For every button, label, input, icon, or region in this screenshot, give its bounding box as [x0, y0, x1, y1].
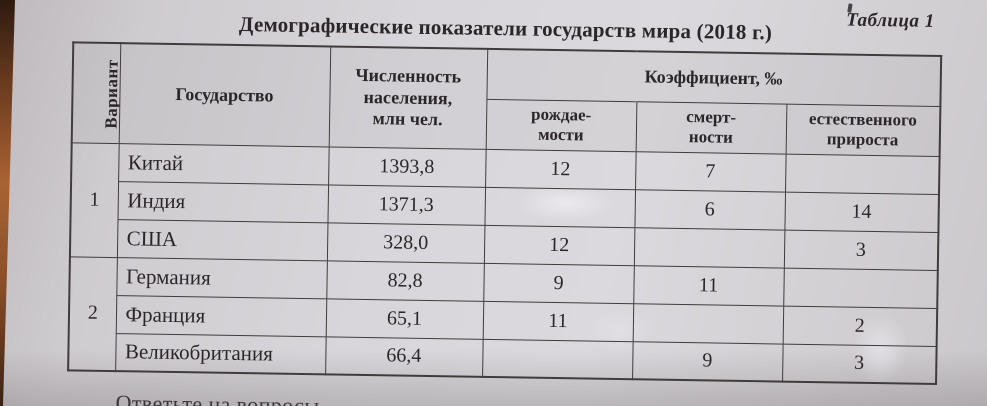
col-header-natural-increase: естественного прироста	[785, 103, 941, 157]
cell-death-rate: 6	[634, 189, 786, 230]
cell-death-rate: 11	[633, 265, 784, 306]
col-header-population: Численность населения, млн чел.	[328, 46, 488, 149]
cell-birth-rate: 9	[483, 262, 634, 304]
demographics-table: Вариант Государство Численность населени…	[67, 41, 943, 386]
cell-natural-increase: 3	[782, 343, 937, 384]
cell-country: Германия	[116, 257, 327, 299]
cell-death-rate: 9	[632, 341, 783, 382]
cell-variant-1: 1	[69, 142, 119, 258]
cropped-bottom-text: Ответьте на вопросы	[115, 390, 320, 406]
col-header-variant: Вариант	[71, 42, 121, 144]
cell-birth-rate: 12	[483, 224, 635, 266]
cell-population: 328,0	[326, 222, 485, 263]
cell-population: 66,4	[325, 336, 483, 377]
cell-population: 82,8	[326, 260, 484, 301]
cell-death-rate: 7	[635, 151, 786, 192]
col-header-coefficient: Коэффициент, ‰	[486, 48, 942, 107]
cell-natural-increase	[783, 267, 938, 309]
cell-natural-increase: 3	[783, 229, 939, 271]
cell-birth-rate: 11	[482, 300, 634, 342]
cell-country: Франция	[115, 295, 327, 337]
cell-death-rate	[632, 303, 784, 344]
cell-birth-rate	[484, 186, 636, 228]
cell-country: Индия	[117, 181, 329, 223]
col-header-birth-rate: рождае- мости	[485, 98, 637, 152]
cell-natural-increase: 14	[784, 191, 940, 233]
col-header-country: Государство	[118, 43, 331, 147]
table-body: 1 Китай 1393,8 12 7 Индия 1371,3 6 14 СШ…	[68, 142, 940, 384]
cell-natural-increase	[785, 153, 940, 195]
cell-country: Великобритания	[115, 333, 326, 375]
cell-birth-rate: 12	[485, 148, 636, 190]
cell-country: США	[116, 219, 328, 261]
cell-death-rate	[633, 227, 785, 268]
col-header-death-rate: смерт- ности	[635, 101, 787, 154]
cell-population: 65,1	[325, 298, 484, 339]
cell-variant-2: 2	[68, 256, 117, 372]
variant-header-label: Вариант	[101, 58, 121, 129]
page-title: Демографические показатели государств ми…	[238, 12, 773, 45]
cell-natural-increase: 2	[782, 305, 938, 347]
cell-population: 1393,8	[328, 146, 486, 187]
table-header: Вариант Государство Численность населени…	[71, 42, 942, 157]
header-row-main: Вариант Государство Численность населени…	[71, 42, 942, 149]
cell-country: Китай	[118, 143, 329, 185]
cell-birth-rate	[482, 338, 633, 380]
cell-population: 1371,3	[327, 184, 486, 225]
